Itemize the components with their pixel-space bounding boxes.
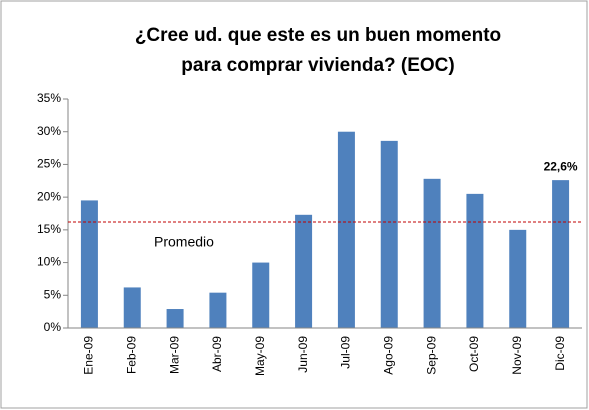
x-tick-label: Mar-09 xyxy=(167,336,181,374)
reference-label: Promedio xyxy=(154,234,214,250)
x-tick-label: May-09 xyxy=(253,336,267,376)
x-tick-label: Abr-09 xyxy=(210,336,224,372)
y-tick-label: 5% xyxy=(44,287,62,301)
y-tick-label: 20% xyxy=(37,189,61,203)
y-tick-label: 0% xyxy=(44,320,62,334)
x-tick-label: Jul-09 xyxy=(339,336,353,369)
x-tick-label: Ene-09 xyxy=(82,336,96,375)
x-tick-label: Nov-09 xyxy=(510,336,524,375)
bar xyxy=(252,262,270,328)
bar xyxy=(552,180,570,328)
bar xyxy=(209,292,227,328)
x-tick-label: Oct-09 xyxy=(467,336,481,372)
y-tick-label: 15% xyxy=(37,222,61,236)
bar xyxy=(380,140,398,328)
bar xyxy=(295,214,313,328)
y-tick-label: 10% xyxy=(37,255,61,269)
y-tick-label: 30% xyxy=(37,124,61,138)
y-tick-label: 35% xyxy=(37,91,61,105)
y-tick-label: 25% xyxy=(37,157,61,171)
bar xyxy=(337,131,355,328)
chart-title: para comprar vivienda? (EOC) xyxy=(181,55,454,76)
bar xyxy=(166,309,184,328)
bar xyxy=(423,178,441,328)
x-tick-label: Sep-09 xyxy=(424,336,438,375)
bar xyxy=(123,287,141,328)
x-tick-label: Ago-09 xyxy=(381,336,395,375)
x-tick-label: Feb-09 xyxy=(124,336,138,374)
chart-title: ¿Cree ud. que este es un buen momento xyxy=(135,25,501,46)
x-tick-label: Jun-09 xyxy=(296,336,310,373)
value-label: 22,6% xyxy=(544,159,578,173)
bar xyxy=(509,229,527,328)
bar xyxy=(466,193,484,328)
x-tick-label: Dic-09 xyxy=(553,336,567,371)
bar xyxy=(80,200,98,328)
